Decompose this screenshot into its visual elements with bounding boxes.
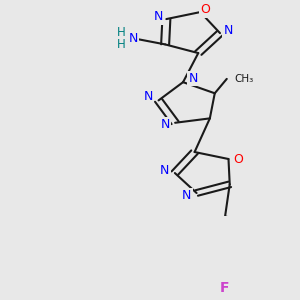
Text: H: H bbox=[117, 38, 125, 51]
Text: O: O bbox=[234, 152, 243, 166]
Text: CH₃: CH₃ bbox=[235, 74, 254, 84]
Text: N: N bbox=[128, 32, 138, 45]
Text: N: N bbox=[182, 189, 191, 203]
Text: O: O bbox=[200, 3, 210, 16]
Text: H: H bbox=[117, 26, 125, 39]
Text: N: N bbox=[154, 11, 163, 23]
Text: N: N bbox=[160, 118, 170, 131]
Text: N: N bbox=[144, 90, 153, 103]
Text: N: N bbox=[188, 72, 198, 85]
Text: N: N bbox=[223, 24, 233, 38]
Text: N: N bbox=[160, 164, 170, 177]
Text: F: F bbox=[220, 281, 230, 295]
